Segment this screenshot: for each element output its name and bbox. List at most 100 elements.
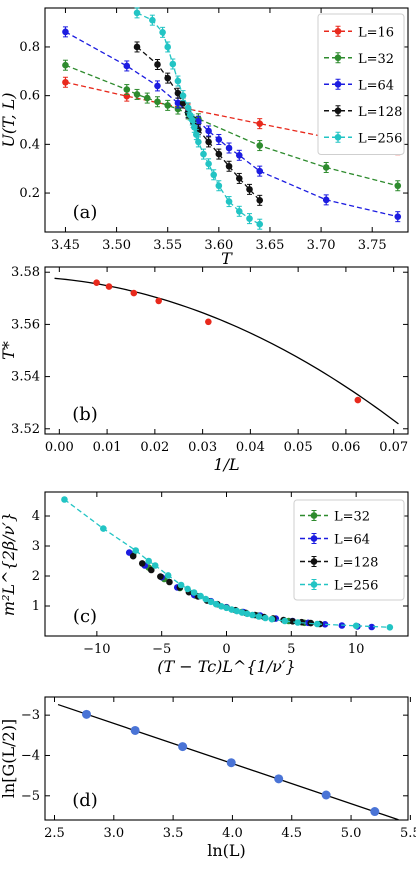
data-point xyxy=(256,197,264,204)
x-tick-label: 4.0 xyxy=(222,826,243,841)
data-point xyxy=(274,774,284,784)
x-tick-label: 3.5 xyxy=(163,826,184,841)
y-tick-label: 2 xyxy=(32,569,40,584)
y-tick-label: 4 xyxy=(32,509,40,524)
y-tick-label: 0.4 xyxy=(19,137,40,152)
series-line xyxy=(136,12,261,225)
data-point xyxy=(215,150,223,158)
x-tick-label: 0.06 xyxy=(331,440,360,455)
legend-label: L=64 xyxy=(334,533,370,548)
data-point xyxy=(394,182,402,190)
data-point xyxy=(190,589,198,596)
legend-box xyxy=(293,499,405,601)
data-point xyxy=(62,28,69,36)
data-point xyxy=(334,107,342,115)
x-tick-label: 5 xyxy=(287,642,295,657)
x-tick-label: 3.45 xyxy=(51,238,80,253)
data-point xyxy=(215,182,223,190)
y-axis-title: U(T, L) xyxy=(0,92,18,147)
y-axis-title: ln[G(L/2)] xyxy=(0,719,18,798)
data-point xyxy=(123,62,131,70)
data-point xyxy=(200,150,207,158)
x-tick-label: 3.0 xyxy=(103,826,124,841)
data-point xyxy=(205,127,212,135)
data-point xyxy=(164,43,172,51)
y-tick-label: 3.54 xyxy=(11,370,40,385)
data-point xyxy=(322,164,330,171)
data-point xyxy=(148,566,155,574)
data-point xyxy=(164,74,172,82)
data-point xyxy=(205,318,212,326)
panel-b-chart: 0.00 0.01 0.02 0.03 0.04 0.05 0.06 0.07 3.52 3.54… xyxy=(0,265,409,474)
data-point xyxy=(310,581,318,588)
data-point xyxy=(105,283,113,290)
x-tick-label: 2.5 xyxy=(44,826,65,841)
data-point xyxy=(82,709,92,719)
data-point xyxy=(233,607,241,615)
y-tick-label: −4 xyxy=(21,748,40,763)
data-point xyxy=(334,80,342,88)
legend-label: L=256 xyxy=(358,131,402,146)
data-point xyxy=(223,604,230,612)
y-axis-title: m²L^{2β/ν′} xyxy=(0,512,18,616)
data-point xyxy=(143,94,151,102)
x-tick-label: −10 xyxy=(83,642,110,657)
data-point xyxy=(238,609,246,616)
y-tick-label: 3.58 xyxy=(11,265,40,280)
panel-a-chart: 3.45 3.50 3.55 3.60 3.65 3.70 3.75 0.2 0.4 0.6 0.8… xyxy=(0,7,409,268)
data-point xyxy=(184,585,191,593)
x-tick-label: 0.03 xyxy=(188,440,217,455)
data-point xyxy=(235,175,243,182)
data-point xyxy=(177,581,185,589)
x-tick-label: −5 xyxy=(152,642,171,657)
data-point xyxy=(268,615,276,623)
data-point xyxy=(256,142,264,149)
data-point xyxy=(159,29,166,36)
x-tick-label: 0.07 xyxy=(379,440,408,455)
y-tick-label: 0.8 xyxy=(19,40,40,55)
data-point xyxy=(218,603,225,610)
legend-label: L=16 xyxy=(358,25,394,40)
legend-label: L=128 xyxy=(334,556,378,571)
data-point xyxy=(61,496,68,503)
data-point xyxy=(289,618,296,625)
data-point xyxy=(225,162,233,170)
panel-label: (b) xyxy=(72,404,98,425)
data-point xyxy=(188,116,196,124)
data-point xyxy=(133,43,141,51)
legend-label: L=64 xyxy=(358,78,394,93)
legend-box xyxy=(317,13,405,155)
data-point xyxy=(294,619,302,626)
legend-label: L=32 xyxy=(358,52,394,67)
data-point xyxy=(354,396,362,404)
data-point xyxy=(334,133,342,141)
data-point xyxy=(193,131,200,138)
data-point xyxy=(235,152,243,159)
data-point xyxy=(178,742,188,752)
data-point xyxy=(100,525,107,532)
data-point xyxy=(207,598,215,606)
data-point xyxy=(164,572,172,579)
data-point xyxy=(202,595,210,603)
series-line xyxy=(65,81,398,151)
y-tick-label: 1 xyxy=(32,599,40,614)
data-point xyxy=(174,89,182,97)
x-tick-label: 3.50 xyxy=(102,238,131,253)
data-point xyxy=(310,558,318,565)
y-tick-label: 3 xyxy=(32,539,40,554)
data-point xyxy=(394,213,402,220)
plot-frame xyxy=(44,696,409,821)
data-point xyxy=(262,614,269,622)
data-point xyxy=(179,99,187,107)
data-point xyxy=(256,120,264,127)
data-point xyxy=(256,167,264,175)
data-point xyxy=(174,105,182,113)
data-point xyxy=(154,82,161,90)
data-point xyxy=(174,99,182,107)
data-point xyxy=(149,16,156,24)
data-point xyxy=(169,60,177,68)
data-point xyxy=(370,807,380,817)
x-axis-title: ln(L) xyxy=(207,841,246,860)
data-point xyxy=(368,623,376,631)
